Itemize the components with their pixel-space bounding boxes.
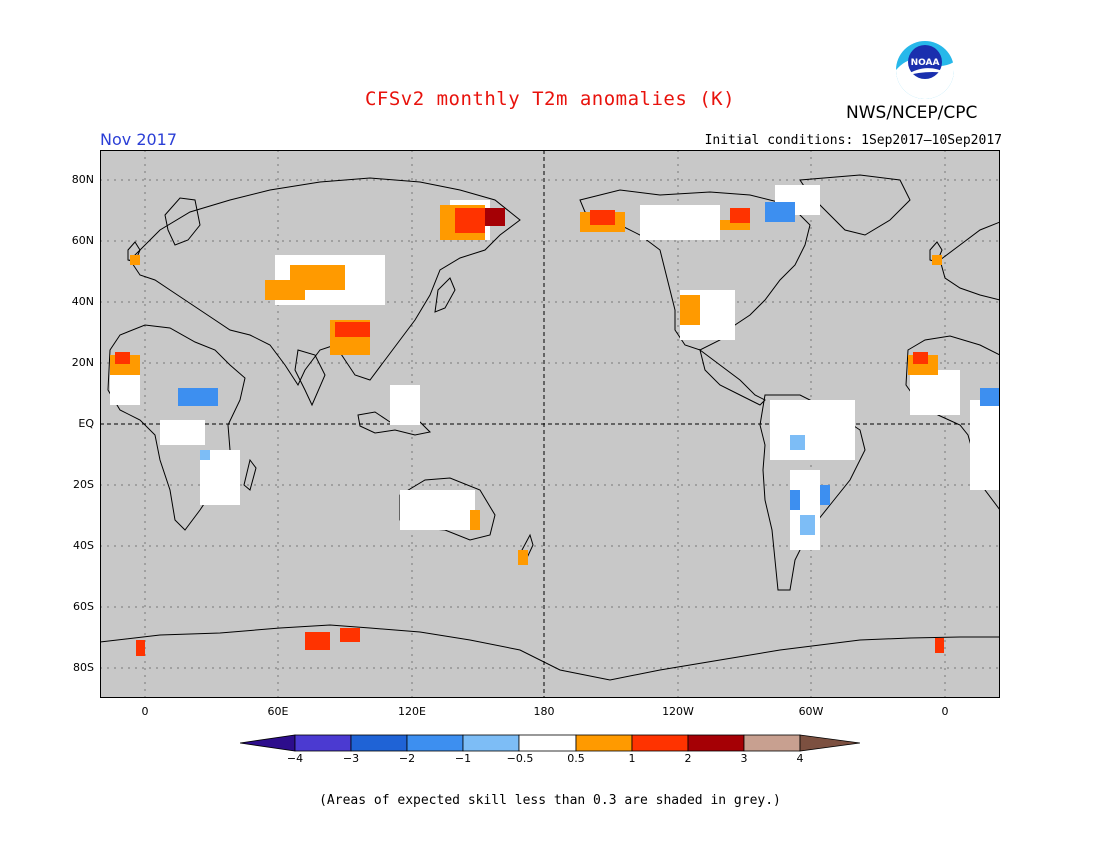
colorbar-label: 1 bbox=[628, 752, 636, 765]
lat-label: 80N bbox=[71, 173, 94, 186]
lat-label: 40S bbox=[73, 539, 94, 552]
lon-label: 60E bbox=[267, 705, 289, 718]
lon-label: 60W bbox=[798, 705, 824, 718]
colorbar-label: −3 bbox=[342, 752, 360, 765]
lon-label: 180 bbox=[533, 705, 555, 718]
lat-label: 80S bbox=[73, 661, 94, 674]
initial-conditions-label: Initial conditions: 1Sep2017—10Sep2017 bbox=[704, 133, 1002, 148]
lat-label: 60N bbox=[71, 234, 94, 247]
footnote: (Areas of expected skill less than 0.3 a… bbox=[319, 793, 781, 808]
lat-label: EQ bbox=[78, 417, 94, 430]
colorbar-label: 0.5 bbox=[567, 752, 585, 765]
colorbar-label: −0.5 bbox=[506, 752, 534, 765]
anomaly-darkred-areas bbox=[485, 208, 505, 226]
colorbar bbox=[239, 733, 861, 753]
colorbar-label: −4 bbox=[286, 752, 304, 765]
lon-label: 120W bbox=[662, 705, 694, 718]
colorbar-label: 3 bbox=[740, 752, 748, 765]
colorbar-label: 2 bbox=[684, 752, 692, 765]
anomaly-lightblue-areas bbox=[200, 435, 815, 535]
colorbar-label: −1 bbox=[454, 752, 472, 765]
lon-label: 120E bbox=[398, 705, 426, 718]
lon-label: 0 bbox=[141, 705, 149, 718]
noaa-logo: NOAA bbox=[895, 40, 955, 100]
colorbar-label: −2 bbox=[398, 752, 416, 765]
lon-label: 0 bbox=[941, 705, 949, 718]
map-gridlines bbox=[100, 150, 1000, 698]
logo-text: NOAA bbox=[911, 58, 940, 68]
lat-label: 40N bbox=[71, 295, 94, 308]
anomaly-white-areas bbox=[110, 185, 1000, 550]
anomaly-blue-areas bbox=[178, 202, 1000, 510]
anomaly-red-areas bbox=[115, 208, 944, 656]
lat-label: 20S bbox=[73, 478, 94, 491]
lat-label: 20N bbox=[71, 356, 94, 369]
valid-month-label: Nov 2017 bbox=[100, 130, 178, 149]
world-map bbox=[99, 149, 1001, 699]
page-title: CFSv2 monthly T2m anomalies (K) bbox=[364, 88, 736, 110]
colorbar-label: 4 bbox=[796, 752, 804, 765]
agency-label: NWS/NCEP/CPC bbox=[846, 103, 978, 123]
lat-label: 60S bbox=[73, 600, 94, 613]
